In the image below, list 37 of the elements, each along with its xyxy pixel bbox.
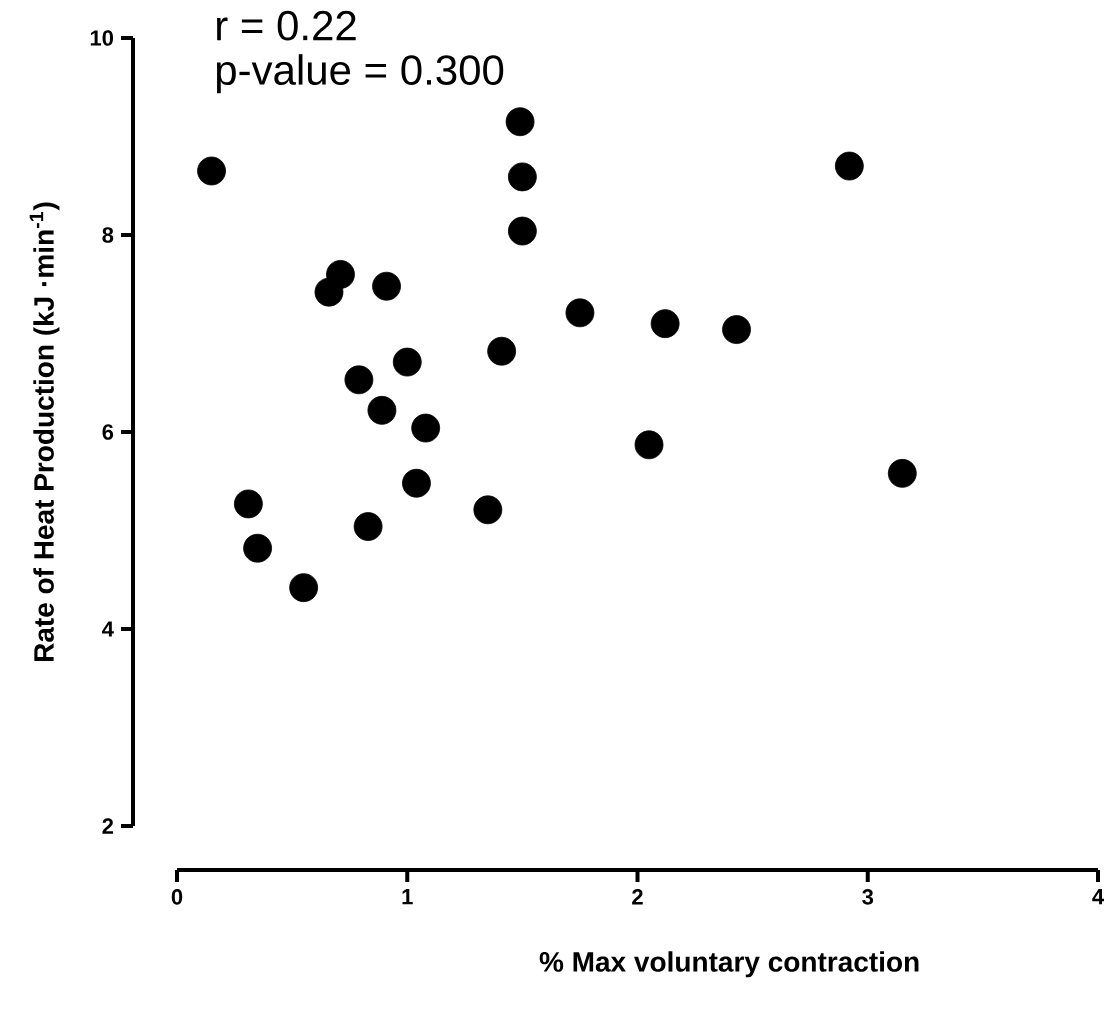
point xyxy=(289,573,319,603)
point xyxy=(344,365,374,395)
x-tick-label: 3 xyxy=(862,889,874,905)
point xyxy=(887,458,917,488)
point xyxy=(243,533,272,563)
point xyxy=(233,489,263,519)
point xyxy=(367,395,397,425)
point xyxy=(487,336,517,366)
x-tick-label: 0 xyxy=(171,889,183,905)
y-tick-label: 6 xyxy=(102,424,114,440)
x-tick-label: 2 xyxy=(632,889,643,905)
point xyxy=(722,315,751,344)
point xyxy=(507,162,537,192)
x-axis-title: % Max voluntary contraction xyxy=(539,951,919,978)
y-tick-label: 10 xyxy=(90,30,114,46)
annotation: p-value = 0.300 xyxy=(216,54,504,94)
y-axis-title: Rate of Heat Production (kJ ·min$^{-1}$) xyxy=(29,202,60,662)
point xyxy=(353,512,383,541)
annotation: r = 0.22 xyxy=(217,10,356,41)
point xyxy=(197,156,226,186)
y-tick-label: 8 xyxy=(102,227,114,243)
point xyxy=(634,430,664,460)
point xyxy=(372,271,401,301)
x-tick-label: 1 xyxy=(402,889,413,905)
point xyxy=(834,151,864,181)
point xyxy=(473,495,503,525)
point xyxy=(565,298,595,328)
point xyxy=(505,107,535,137)
point xyxy=(314,277,344,307)
point xyxy=(507,216,537,246)
point xyxy=(402,468,431,498)
y-tick-label: 4 xyxy=(102,621,114,637)
point xyxy=(411,413,441,443)
y-tick-label: 2 xyxy=(102,818,114,834)
point xyxy=(392,347,422,377)
point xyxy=(650,309,680,339)
x-tick-label: 4 xyxy=(1092,889,1104,905)
